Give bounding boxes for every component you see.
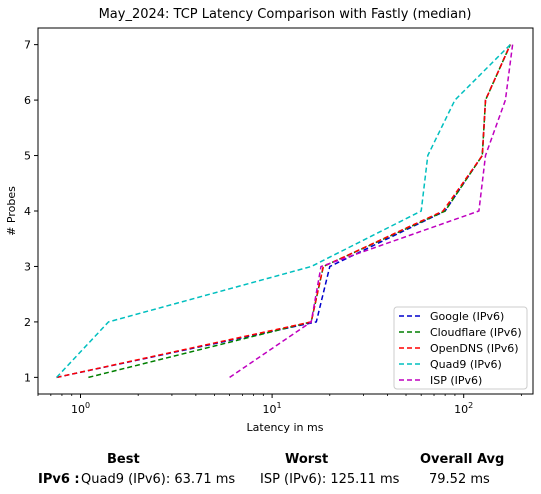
y-tick-label: 3 — [24, 260, 31, 273]
y-tick-label: 7 — [24, 39, 31, 52]
y-tick-label: 4 — [24, 205, 31, 218]
worst-header: Worst — [285, 452, 329, 467]
y-tick-label: 1 — [24, 371, 31, 384]
y-tick-label: 6 — [24, 94, 31, 107]
legend: Google (IPv6) Cloudflare (IPv6) OpenDNS (I… — [393, 306, 528, 390]
series-line — [56, 44, 511, 378]
y-tick-label: 2 — [24, 316, 31, 329]
chart-title: May_2024: TCP Latency Comparison with Fa… — [99, 7, 472, 22]
overall-avg-header: Overall Avg — [420, 452, 505, 467]
x-tick-label: 100 — [71, 401, 90, 416]
legend-label: Quad9 (IPv6) — [430, 358, 502, 371]
legend-label: OpenDNS (IPv6) — [430, 342, 519, 355]
worst-value: ISP (IPv6): 125.11 ms — [260, 472, 400, 487]
x-tick-label: 101 — [263, 401, 282, 416]
legend-label: Google (IPv6) — [430, 310, 504, 323]
y-tick-label: 5 — [24, 150, 31, 163]
series-line — [229, 44, 514, 379]
legend-label: Cloudflare (IPv6) — [430, 326, 522, 339]
series-line — [88, 44, 511, 379]
ipv6-row-label: IPv6 : — [38, 472, 80, 487]
best-header: Best — [107, 452, 140, 467]
best-value: Quad9 (IPv6): 63.71 ms — [81, 472, 236, 487]
latency-chart: May_2024: TCP Latency Comparison with Fa… — [5, 7, 534, 434]
legend-label: ISP (IPv6) — [430, 374, 482, 387]
overall-avg-value: 79.52 ms — [429, 472, 490, 487]
legend-box — [393, 306, 528, 390]
y-axis-label: # Probes — [5, 186, 18, 236]
series-lines — [56, 44, 514, 379]
x-tick-label: 102 — [454, 401, 473, 416]
x-axis-label: Latency in ms — [247, 421, 324, 434]
